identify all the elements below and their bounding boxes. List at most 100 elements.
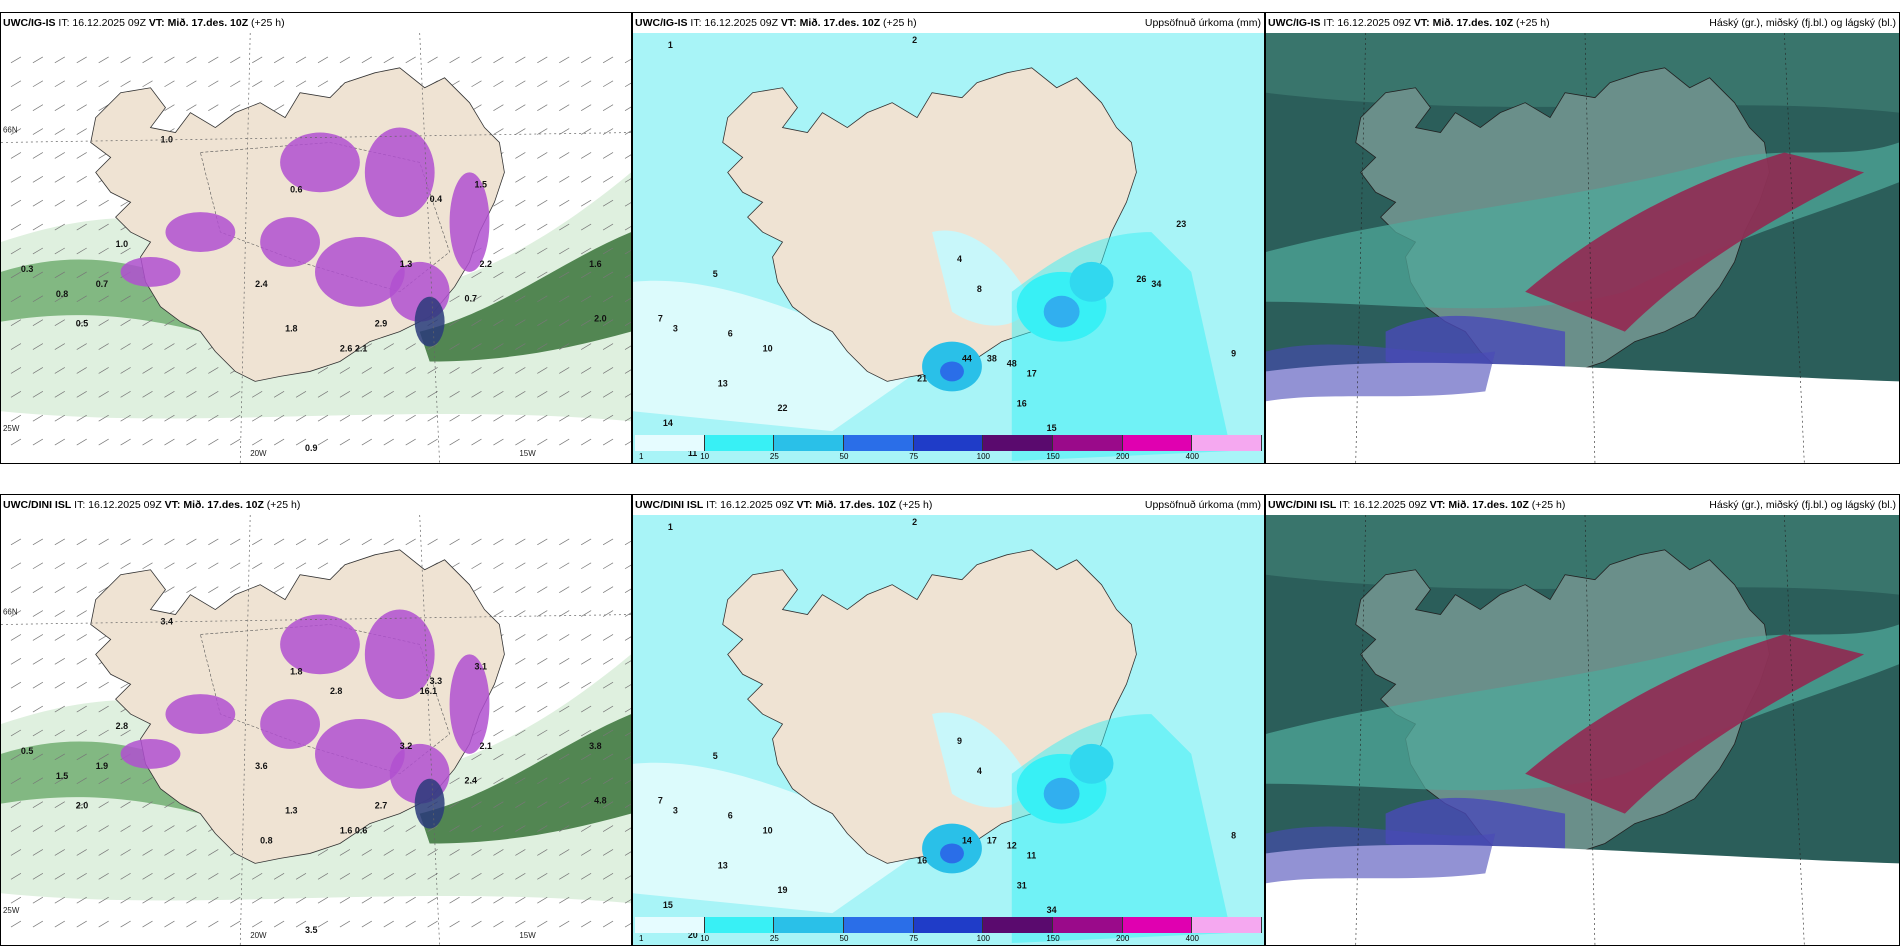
wind-barb: [76, 128, 87, 135]
wind-barb: [559, 80, 570, 88]
wind-barb: [515, 586, 526, 593]
wind-barb: [164, 562, 175, 570]
colorbar-label: 400: [1185, 934, 1200, 943]
wind-barb: [252, 562, 263, 570]
wind-barb: [537, 367, 548, 374]
wind-barb: [98, 414, 109, 422]
wind-barb: [10, 610, 22, 617]
model-name: UWC/IG-IS: [1268, 17, 1321, 29]
wind-barb: [164, 56, 175, 64]
wind-barb: [559, 295, 570, 303]
wind-barb: [54, 753, 65, 761]
wind-barb: [471, 319, 482, 326]
wind-barb: [98, 753, 109, 761]
mid-cloud: [1266, 344, 1496, 402]
wind-barb: [537, 343, 548, 350]
wind-barb: [559, 199, 570, 207]
wind-barb: [120, 295, 131, 303]
wind-barb: [449, 319, 460, 326]
wind-barb: [186, 104, 197, 111]
wind-barb: [54, 777, 65, 785]
wind-barb: [427, 367, 438, 374]
graticule-line: [419, 515, 440, 945]
wind-barb: [32, 152, 44, 159]
precip-amount-label: 10: [763, 344, 773, 354]
colorbar-label: 100: [976, 934, 991, 943]
wind-barb: [76, 414, 87, 422]
wind-barb: [602, 777, 614, 785]
wind-barb: [493, 367, 504, 374]
wind-barb: [10, 80, 22, 88]
wind-barb: [339, 849, 351, 856]
precip-rate-blob: [449, 172, 490, 272]
wind-barb: [10, 705, 22, 713]
wind-barb: [515, 634, 526, 641]
panel-header: UWC/DINI ISL IT: 16.12.2025 09Z VT: Mið.…: [633, 495, 1264, 515]
precip-rate-label: 3.6: [255, 761, 267, 771]
wind-barb: [142, 367, 153, 374]
wind-barb: [537, 705, 548, 713]
wind-barb: [515, 438, 526, 446]
wind-barb: [32, 247, 44, 255]
wind-barb: [32, 610, 44, 617]
wind-barb: [76, 438, 87, 446]
wind-barb: [10, 319, 22, 326]
wind-barb: [537, 849, 548, 856]
wind-barb: [361, 920, 373, 928]
wind-barb: [295, 896, 307, 904]
wind-barb: [537, 152, 548, 159]
wind-barb: [252, 438, 263, 446]
wind-barb: [208, 896, 219, 904]
precip-amount-label: 23: [1176, 219, 1186, 229]
wind-barb: [10, 873, 22, 880]
wind-barb: [10, 176, 22, 183]
precip-rate-label: 0.7: [96, 279, 108, 289]
wind-barb: [515, 849, 526, 856]
wind-barb: [208, 104, 219, 111]
colorbar-swatch: [635, 435, 705, 451]
wind-barb: [449, 343, 460, 350]
vt-label: VT: Mið. 17.des. 10Z: [1413, 17, 1514, 29]
wind-barb: [471, 295, 482, 303]
wind-barb: [624, 899, 631, 904]
precip-amount-label: 13: [718, 860, 728, 870]
wind-barb: [602, 801, 614, 808]
wind-barb: [54, 199, 65, 207]
vt-label: VT: Mið. 17.des. 10Z: [1429, 499, 1529, 511]
wind-barb: [602, 849, 614, 856]
wind-barb: [76, 247, 87, 255]
it-label: IT: 16.12.2025 09Z: [690, 17, 778, 29]
wind-barb: [54, 295, 65, 303]
precip-amount-label: 6: [728, 329, 733, 339]
wind-barb: [405, 391, 416, 398]
wind-barb: [580, 128, 592, 135]
wind-barb: [120, 849, 131, 856]
wind-barb: [164, 873, 175, 880]
wind-barb: [32, 825, 44, 832]
wind-barb: [208, 849, 219, 856]
wind-barb: [142, 873, 153, 880]
cloud-band: [1266, 515, 1899, 595]
wind-barb: [273, 896, 285, 904]
wind-barb: [10, 295, 22, 303]
wind-barb: [98, 199, 109, 207]
wind-barb: [602, 538, 614, 546]
wind-barb: [515, 658, 526, 665]
wind-barb: [164, 920, 175, 928]
precip-amount-label: 17: [987, 835, 997, 845]
wind-barb: [32, 56, 44, 64]
wind-barb: [339, 920, 351, 928]
wind-barb: [32, 753, 44, 761]
wind-barb: [10, 343, 22, 350]
wind-barb: [559, 438, 570, 446]
precip-rate-label: 0.5: [21, 746, 33, 756]
wind-barb: [361, 825, 373, 832]
precip-rate-blob: [165, 694, 236, 734]
wind-barb: [142, 391, 153, 398]
wind-barb: [624, 273, 631, 279]
precip-amount-label: 31: [1017, 880, 1027, 890]
wind-barb: [230, 56, 241, 64]
wind-barb: [164, 538, 175, 546]
panel-title: Háský (gr.), miðský (fj.bl.) og lágský (…: [1709, 499, 1896, 511]
precip-rate-label: 0.8: [56, 289, 68, 299]
